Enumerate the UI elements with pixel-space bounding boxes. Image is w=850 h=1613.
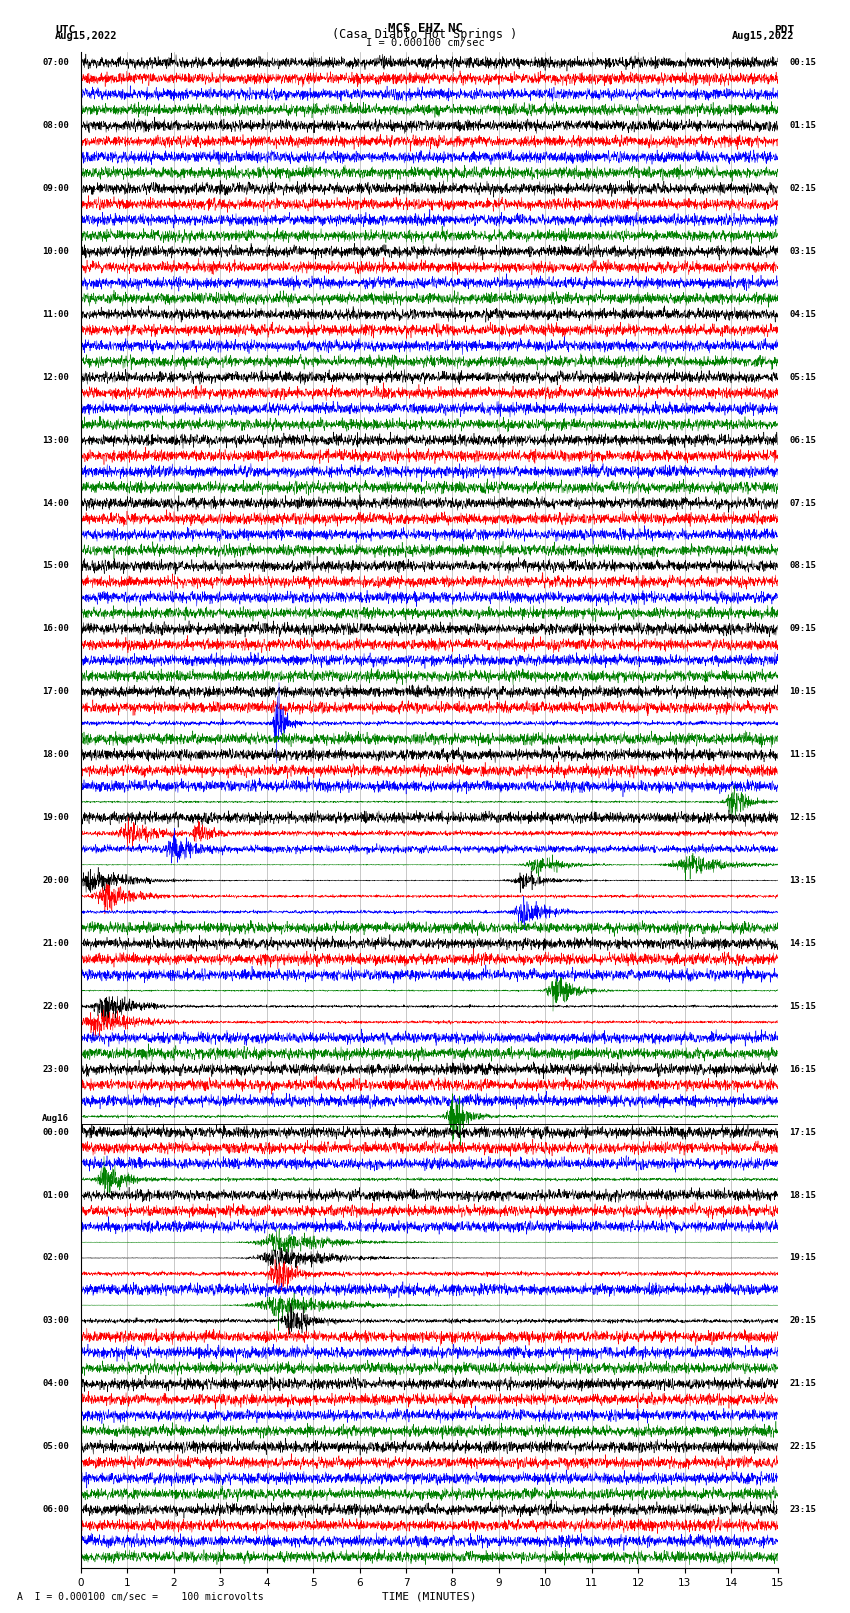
Text: 17:15: 17:15 xyxy=(790,1127,816,1137)
Text: 13:00: 13:00 xyxy=(42,436,69,445)
Text: 14:00: 14:00 xyxy=(42,498,69,508)
Text: 10:00: 10:00 xyxy=(42,247,69,256)
Text: UTC: UTC xyxy=(55,24,76,35)
Text: 05:00: 05:00 xyxy=(42,1442,69,1452)
Text: A  I = 0.000100 cm/sec =    100 microvolts: A I = 0.000100 cm/sec = 100 microvolts xyxy=(17,1592,264,1602)
Text: 07:15: 07:15 xyxy=(790,498,816,508)
Text: 02:00: 02:00 xyxy=(42,1253,69,1263)
Text: 23:00: 23:00 xyxy=(42,1065,69,1074)
Text: Aug16: Aug16 xyxy=(42,1113,69,1123)
Text: 00:00: 00:00 xyxy=(42,1127,69,1137)
Text: 09:00: 09:00 xyxy=(42,184,69,194)
Text: 22:15: 22:15 xyxy=(790,1442,816,1452)
Text: 15:00: 15:00 xyxy=(42,561,69,571)
Text: 16:00: 16:00 xyxy=(42,624,69,634)
Text: 03:15: 03:15 xyxy=(790,247,816,256)
Text: 05:15: 05:15 xyxy=(790,373,816,382)
Text: 12:00: 12:00 xyxy=(42,373,69,382)
Text: 06:15: 06:15 xyxy=(790,436,816,445)
Text: 10:15: 10:15 xyxy=(790,687,816,697)
Text: 23:15: 23:15 xyxy=(790,1505,816,1515)
Text: Aug15,2022: Aug15,2022 xyxy=(732,31,795,40)
Text: 01:00: 01:00 xyxy=(42,1190,69,1200)
Text: 16:15: 16:15 xyxy=(790,1065,816,1074)
Text: 00:15: 00:15 xyxy=(790,58,816,68)
Text: 19:15: 19:15 xyxy=(790,1253,816,1263)
Text: 18:15: 18:15 xyxy=(790,1190,816,1200)
Text: 15:15: 15:15 xyxy=(790,1002,816,1011)
Text: 08:15: 08:15 xyxy=(790,561,816,571)
Text: 07:00: 07:00 xyxy=(42,58,69,68)
X-axis label: TIME (MINUTES): TIME (MINUTES) xyxy=(382,1592,477,1602)
Text: 04:00: 04:00 xyxy=(42,1379,69,1389)
Text: Aug15,2022: Aug15,2022 xyxy=(55,31,118,40)
Text: 19:00: 19:00 xyxy=(42,813,69,823)
Text: 04:15: 04:15 xyxy=(790,310,816,319)
Text: 21:15: 21:15 xyxy=(790,1379,816,1389)
Text: 11:00: 11:00 xyxy=(42,310,69,319)
Text: 20:00: 20:00 xyxy=(42,876,69,886)
Text: 13:15: 13:15 xyxy=(790,876,816,886)
Text: 12:15: 12:15 xyxy=(790,813,816,823)
Text: (Casa Diablo Hot Springs ): (Casa Diablo Hot Springs ) xyxy=(332,27,518,40)
Text: 17:00: 17:00 xyxy=(42,687,69,697)
Text: 14:15: 14:15 xyxy=(790,939,816,948)
Text: MCS EHZ NC: MCS EHZ NC xyxy=(388,21,462,35)
Text: I = 0.000100 cm/sec: I = 0.000100 cm/sec xyxy=(366,39,484,48)
Text: 21:00: 21:00 xyxy=(42,939,69,948)
Text: 03:00: 03:00 xyxy=(42,1316,69,1326)
Text: 08:00: 08:00 xyxy=(42,121,69,131)
Text: 11:15: 11:15 xyxy=(790,750,816,760)
Text: 02:15: 02:15 xyxy=(790,184,816,194)
Text: 18:00: 18:00 xyxy=(42,750,69,760)
Text: 20:15: 20:15 xyxy=(790,1316,816,1326)
Text: 09:15: 09:15 xyxy=(790,624,816,634)
Text: PDT: PDT xyxy=(774,24,795,35)
Text: 22:00: 22:00 xyxy=(42,1002,69,1011)
Text: 01:15: 01:15 xyxy=(790,121,816,131)
Text: 06:00: 06:00 xyxy=(42,1505,69,1515)
